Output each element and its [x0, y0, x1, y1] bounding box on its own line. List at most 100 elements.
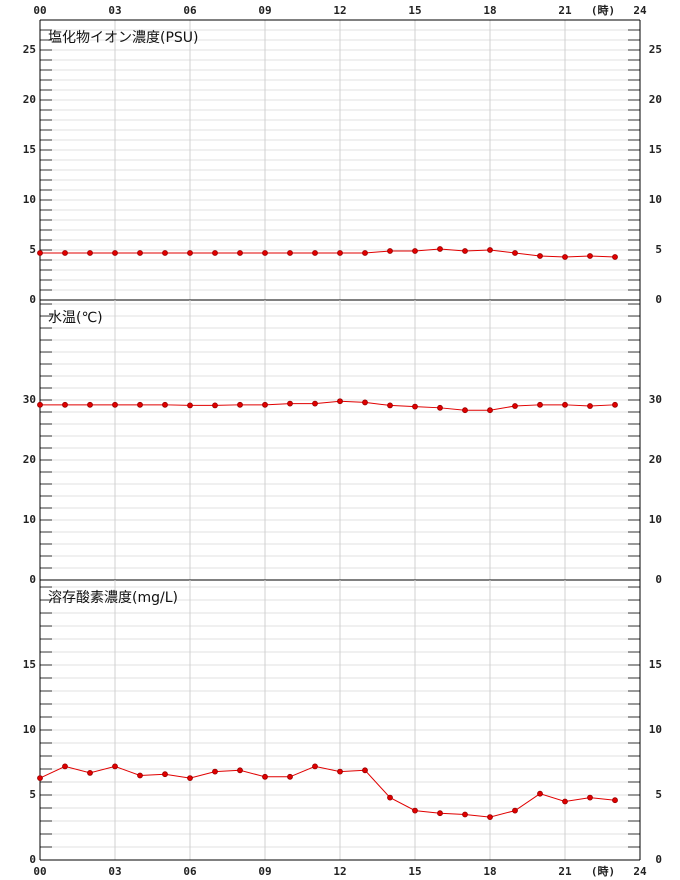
y-tick-label-right: 15 [649, 143, 662, 156]
x-tick-label: 21 [558, 865, 572, 878]
data-point [162, 401, 168, 408]
data-point [462, 248, 468, 254]
data-point [412, 403, 418, 410]
x-tick-label: 24 [633, 4, 647, 17]
y-tick-label-right: 10 [649, 723, 662, 736]
data-point [287, 400, 293, 407]
x-tick-label: 12 [333, 4, 346, 17]
y-tick-label: 10 [23, 513, 36, 526]
data-point [337, 398, 343, 405]
y-tick-label-right: 10 [649, 193, 662, 206]
x-tick-label: 15 [408, 865, 421, 878]
data-point [437, 246, 443, 252]
data-point [137, 772, 143, 779]
y-tick-label-right: 0 [655, 293, 662, 306]
panel-title: 水温(℃) [48, 310, 103, 326]
y-tick-label: 0 [29, 853, 36, 866]
data-point [87, 770, 93, 776]
y-tick-label-right: 5 [655, 243, 662, 256]
data-point [362, 767, 368, 774]
data-point [387, 402, 393, 409]
y-tick-label: 30 [23, 393, 36, 406]
y-tick-label: 20 [23, 93, 36, 106]
data-point [62, 763, 68, 770]
data-point [262, 773, 268, 780]
data-point [512, 807, 518, 814]
x-tick-label: 06 [183, 865, 197, 878]
y-tick-label-right: 15 [649, 658, 662, 671]
data-point [137, 401, 143, 408]
data-point [212, 402, 218, 409]
x-tick-label: 15 [408, 4, 421, 17]
data-point [262, 401, 268, 408]
y-tick-label: 10 [23, 193, 36, 206]
y-tick-label: 15 [23, 143, 36, 156]
data-point [487, 407, 493, 414]
data-point [362, 399, 368, 406]
data-point [487, 247, 493, 253]
x-tick-label: 00 [33, 4, 46, 17]
y-tick-label-right: 20 [649, 453, 662, 466]
y-tick-label-right: 25 [649, 43, 662, 56]
x-tick-label: 09 [258, 4, 271, 17]
x-tick-label: 24 [633, 865, 647, 878]
data-point [312, 763, 318, 770]
data-point [587, 253, 593, 259]
x-tick-label: 09 [258, 865, 271, 878]
data-point [337, 250, 343, 256]
panel-title: 塩化物イオン濃度(PSU) [48, 30, 199, 46]
data-point [262, 250, 268, 256]
y-tick-label: 5 [29, 788, 36, 801]
data-point [237, 401, 243, 408]
data-point [412, 807, 418, 814]
data-point [237, 250, 243, 256]
data-point [87, 401, 93, 408]
data-point [112, 401, 118, 408]
data-point [287, 250, 293, 256]
data-point [212, 250, 218, 256]
y-tick-label: 0 [29, 293, 36, 306]
x-tick-label: 12 [333, 865, 346, 878]
data-point [312, 400, 318, 407]
data-point [62, 401, 68, 408]
y-tick-label-right: 10 [649, 513, 662, 526]
data-point [212, 768, 218, 775]
y-tick-label-right: 0 [655, 573, 662, 586]
y-tick-label: 5 [29, 243, 36, 256]
data-point [512, 250, 518, 256]
y-tick-label-right: 0 [655, 853, 662, 866]
data-point [187, 250, 193, 256]
data-point [187, 775, 193, 782]
data-point [137, 250, 143, 256]
data-line [39, 765, 616, 818]
data-line [40, 400, 616, 411]
data-point [337, 768, 343, 775]
data-point [37, 775, 43, 782]
data-point [87, 250, 93, 256]
x-tick-label: 18 [483, 865, 496, 878]
data-point [612, 797, 618, 804]
y-tick-label: 10 [23, 723, 36, 736]
data-point [437, 810, 443, 817]
data-line [40, 248, 616, 258]
x-tick-label: 00 [33, 865, 46, 878]
y-tick-label: 0 [29, 573, 36, 586]
data-point [587, 403, 593, 409]
x-axis-label: (時) [591, 864, 615, 878]
y-tick-label: 20 [23, 453, 36, 466]
data-point [612, 254, 618, 260]
y-tick-label: 15 [23, 658, 36, 671]
data-point [287, 773, 293, 780]
data-point [462, 407, 468, 414]
data-point [537, 401, 543, 408]
data-point [312, 250, 318, 256]
data-point [62, 250, 68, 256]
data-point [237, 767, 243, 774]
y-tick-label-right: 30 [649, 393, 662, 406]
data-point [437, 404, 443, 411]
data-point [537, 790, 543, 797]
data-point [362, 250, 368, 256]
data-point [537, 253, 543, 259]
data-point [562, 401, 568, 408]
data-point [462, 811, 468, 818]
